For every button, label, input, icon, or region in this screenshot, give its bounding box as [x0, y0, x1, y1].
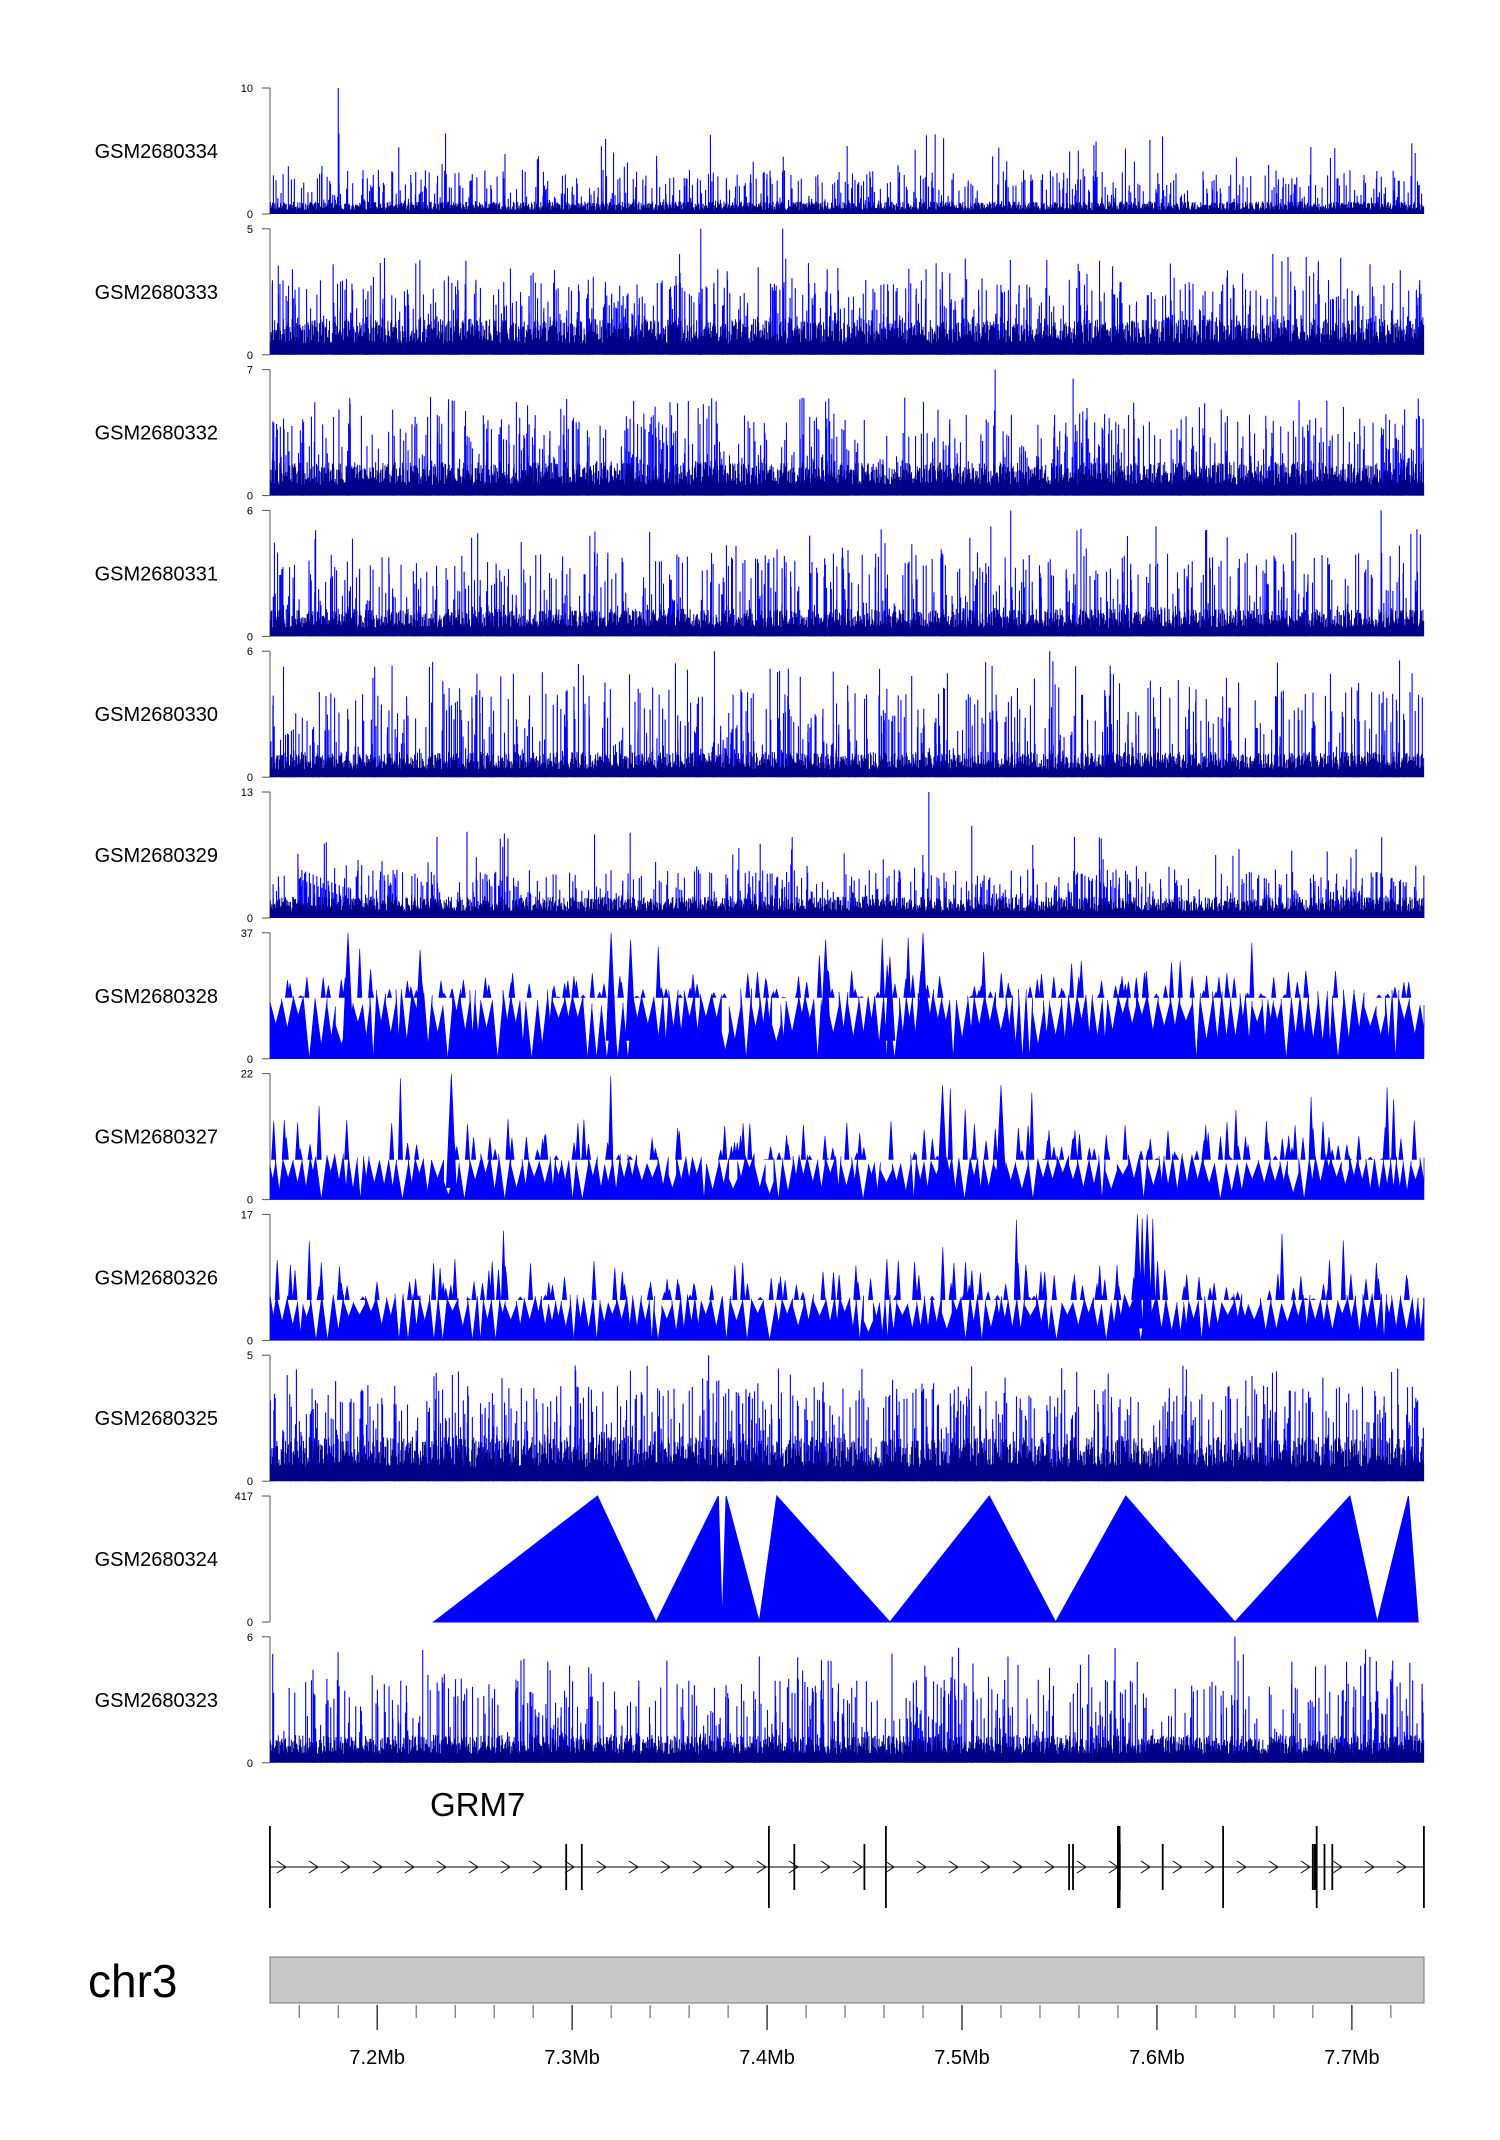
- y-axis-zero-label: 0: [247, 350, 253, 362]
- y-axis-zero-label: 0: [247, 772, 253, 784]
- exon-mark: [565, 1844, 568, 1890]
- y-axis-zero-label: 0: [247, 209, 253, 221]
- y-axis-max-label: 37: [241, 928, 253, 940]
- track-label: GSM2680324: [95, 1549, 218, 1571]
- coverage-bars: [269, 1735, 1425, 1763]
- track-GSM2680329: GSM2680329 13 0: [95, 787, 1425, 925]
- coverage-bars: [269, 318, 1425, 355]
- coverage-area: [269, 988, 1425, 1060]
- exon-mark: [1222, 1826, 1224, 1908]
- y-axis-zero-label: 0: [247, 491, 253, 503]
- y-axis-max-label: 5: [247, 1350, 253, 1362]
- y-axis-zero-label: 0: [247, 1054, 253, 1066]
- track-GSM2680327: GSM2680327 22 0: [95, 1069, 1425, 1207]
- track-GSM2680332: GSM2680332 7 0: [95, 365, 1425, 503]
- exon-mark: [1118, 1844, 1121, 1890]
- track-GSM2680331: GSM2680331 6 0: [95, 505, 1425, 643]
- track-GSM2680333: GSM2680333 5 0: [95, 224, 1425, 362]
- track-label: GSM2680326: [95, 1267, 218, 1289]
- coverage-bars: [269, 201, 1425, 214]
- coverage-area: [432, 1494, 1419, 1624]
- track-label: GSM2680329: [95, 845, 218, 867]
- y-axis-max-label: 6: [247, 646, 253, 658]
- coverage-peaks: [274, 1214, 1410, 1329]
- y-axis-max-label: 7: [247, 365, 253, 377]
- coverage-bars: [269, 461, 1425, 496]
- gene-name-label: GRM7: [430, 1786, 525, 1823]
- gene-track: GRM7: [269, 1786, 1425, 1908]
- x-tick-label: 7.3Mb: [544, 2047, 600, 2069]
- exon-mark: [1331, 1844, 1334, 1890]
- coverage-spikes: [272, 88, 1423, 214]
- x-tick-label: 7.4Mb: [739, 2047, 795, 2069]
- exon-mark: [1423, 1826, 1425, 1908]
- exon-mark: [1161, 1844, 1164, 1890]
- coverage-bars: [269, 1436, 1425, 1482]
- track-GSM2680328: GSM2680328 37 0: [95, 928, 1425, 1066]
- track-GSM2680325: GSM2680325 5 0: [95, 1350, 1425, 1488]
- chromosome-label: chr3: [88, 1955, 177, 2007]
- y-axis-zero-label: 0: [247, 1335, 253, 1347]
- x-tick-label: 7.5Mb: [934, 2047, 990, 2069]
- coverage-area: [269, 1293, 1425, 1341]
- x-tick-label: 7.2Mb: [349, 2047, 405, 2069]
- y-axis-max-label: 13: [241, 787, 253, 799]
- y-axis-max-label: 10: [241, 83, 253, 95]
- exon-mark: [793, 1844, 796, 1890]
- y-axis-zero-label: 0: [247, 1617, 253, 1629]
- track-label: GSM2680330: [95, 704, 218, 726]
- track-label: GSM2680334: [95, 141, 218, 163]
- y-axis-max-label: 417: [235, 1491, 253, 1503]
- y-axis-zero-label: 0: [247, 1758, 253, 1770]
- exon-mark: [863, 1844, 866, 1890]
- exon-mark: [1311, 1844, 1314, 1890]
- track-GSM2680334: GSM2680334 10 0: [95, 83, 1425, 221]
- track-label: GSM2680328: [95, 986, 218, 1008]
- y-axis-max-label: 6: [247, 1632, 253, 1644]
- track-label: GSM2680327: [95, 1127, 218, 1149]
- y-axis-max-label: 6: [247, 505, 253, 517]
- x-tick-label: 7.7Mb: [1324, 2047, 1380, 2069]
- coverage-area: [269, 1153, 1425, 1200]
- strand-arrows: [276, 1860, 1407, 1874]
- coverage-bars: [269, 896, 1425, 918]
- y-axis-max-label: 22: [241, 1069, 253, 1081]
- y-axis-zero-label: 0: [247, 1476, 253, 1488]
- exon-mark: [1072, 1844, 1074, 1890]
- coverage-tracks: GSM2680334100GSM268033350GSM268033270GSM…: [95, 83, 1425, 1770]
- exon-mark: [1117, 1826, 1121, 1908]
- track-label: GSM2680325: [95, 1408, 218, 1430]
- exon-mark: [885, 1826, 887, 1908]
- coverage-spikes: [272, 792, 1425, 918]
- exon-mark: [768, 1826, 770, 1908]
- track-GSM2680323: GSM2680323 6 0: [95, 1632, 1425, 1770]
- exon-mark: [1068, 1844, 1070, 1890]
- x-tick-label: 7.6Mb: [1129, 2047, 1185, 2069]
- track-label: GSM2680333: [95, 282, 218, 304]
- track-label: GSM2680331: [95, 563, 218, 585]
- chromosome-ideogram: [269, 1956, 1425, 2004]
- coverage-peaks: [271, 1073, 1417, 1188]
- chromosome-track: chr3 7.2Mb 7.3Mb 7.4Mb 7.5Mb 7.6Mb 7.7Mb: [88, 1955, 1425, 2069]
- coverage-bars: [269, 608, 1425, 637]
- y-axis-max-label: 17: [241, 1209, 253, 1221]
- exon-mark: [1313, 1844, 1318, 1890]
- y-axis-zero-label: 0: [247, 631, 253, 643]
- exon-mark: [269, 1826, 271, 1908]
- track-label: GSM2680332: [95, 423, 218, 445]
- track-label: GSM2680323: [95, 1690, 218, 1712]
- y-axis-max-label: 5: [247, 224, 253, 236]
- coverage-peaks: [284, 932, 1412, 1041]
- exon-mark: [580, 1844, 583, 1890]
- y-axis-zero-label: 0: [247, 1195, 253, 1207]
- track-GSM2680326: GSM2680326 17 0: [95, 1209, 1425, 1347]
- y-axis-zero-label: 0: [247, 913, 253, 925]
- exon-mark: [1323, 1844, 1326, 1890]
- exon-mark: [1315, 1826, 1318, 1908]
- track-GSM2680330: GSM2680330 6 0: [95, 646, 1425, 784]
- track-GSM2680324: GSM2680324 417 0: [95, 1491, 1419, 1629]
- coverage-bars: [269, 751, 1425, 778]
